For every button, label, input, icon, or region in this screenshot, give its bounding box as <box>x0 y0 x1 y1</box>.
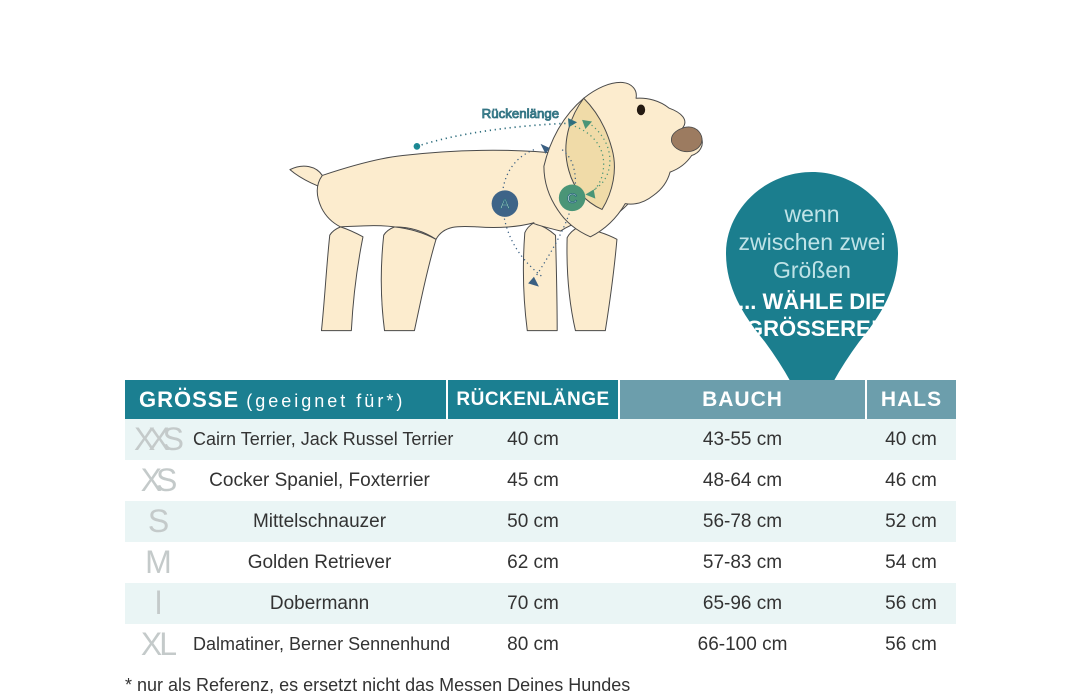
svg-text:C: C <box>567 190 577 206</box>
svg-text:A: A <box>500 196 510 212</box>
svg-text:wenn: wenn <box>784 201 840 227</box>
svg-text:... WÄHLE DIE: ... WÄHLE DIE <box>738 289 886 314</box>
svg-text:Größen: Größen <box>773 257 851 283</box>
svg-text:GRÖSSERE!: GRÖSSERE! <box>746 316 878 341</box>
svg-text:Rückenlänge: Rückenlänge <box>482 106 559 121</box>
svg-text:zwischen zwei: zwischen zwei <box>739 229 886 255</box>
